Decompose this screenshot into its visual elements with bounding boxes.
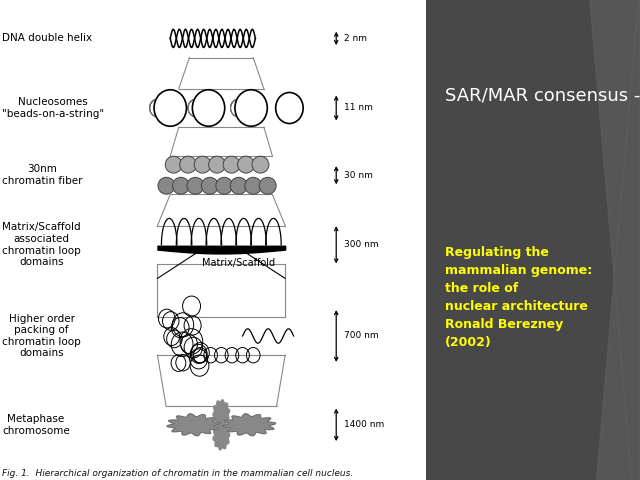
Ellipse shape (259, 177, 276, 194)
Text: Nucleosomes
"beads-on-a-string": Nucleosomes "beads-on-a-string" (2, 97, 104, 119)
Ellipse shape (165, 156, 182, 173)
Polygon shape (222, 414, 276, 436)
Ellipse shape (202, 177, 218, 194)
Ellipse shape (172, 177, 189, 194)
Polygon shape (588, 0, 640, 480)
Text: 2 nm: 2 nm (344, 34, 367, 43)
Text: 11 nm: 11 nm (344, 104, 372, 112)
Ellipse shape (209, 156, 225, 173)
Ellipse shape (252, 156, 269, 173)
Text: 30nm
chromatin fiber: 30nm chromatin fiber (2, 164, 83, 186)
Text: Metaphase
chromosome: Metaphase chromosome (2, 414, 70, 436)
Text: Fig. 1.  Hierarchical organization of chromatin in the mammalian cell nucleus.: Fig. 1. Hierarchical organization of chr… (2, 468, 353, 478)
Ellipse shape (180, 156, 196, 173)
Ellipse shape (237, 156, 255, 173)
Ellipse shape (187, 177, 204, 194)
Ellipse shape (230, 177, 247, 194)
Text: SAR/MAR consensus - ?: SAR/MAR consensus - ? (445, 87, 640, 105)
Text: 700 nm: 700 nm (344, 332, 378, 340)
Text: Regulating the
mammalian genome:
the role of
nuclear architecture
Ronald Berezne: Regulating the mammalian genome: the rol… (445, 246, 592, 349)
Text: 1400 nm: 1400 nm (344, 420, 384, 429)
Ellipse shape (216, 177, 233, 194)
Text: Matrix/Scaffold
associated
chromatin loop
domains: Matrix/Scaffold associated chromatin loo… (2, 222, 81, 267)
Text: 300 nm: 300 nm (344, 240, 378, 249)
Polygon shape (213, 424, 230, 450)
Ellipse shape (223, 156, 240, 173)
Polygon shape (213, 400, 230, 426)
Text: 30 nm: 30 nm (344, 171, 372, 180)
Ellipse shape (158, 177, 175, 194)
Ellipse shape (245, 177, 262, 194)
Polygon shape (167, 414, 220, 436)
Text: Higher order
packing of
chromatin loop
domains: Higher order packing of chromatin loop d… (2, 313, 81, 359)
Circle shape (235, 90, 268, 126)
Circle shape (154, 90, 186, 126)
Circle shape (276, 93, 303, 123)
Bar (0, 0, 426, 480)
Text: DNA double helix: DNA double helix (2, 34, 92, 43)
Text: Matrix/Scaffold: Matrix/Scaffold (202, 258, 275, 268)
Ellipse shape (194, 156, 211, 173)
Circle shape (193, 90, 225, 126)
